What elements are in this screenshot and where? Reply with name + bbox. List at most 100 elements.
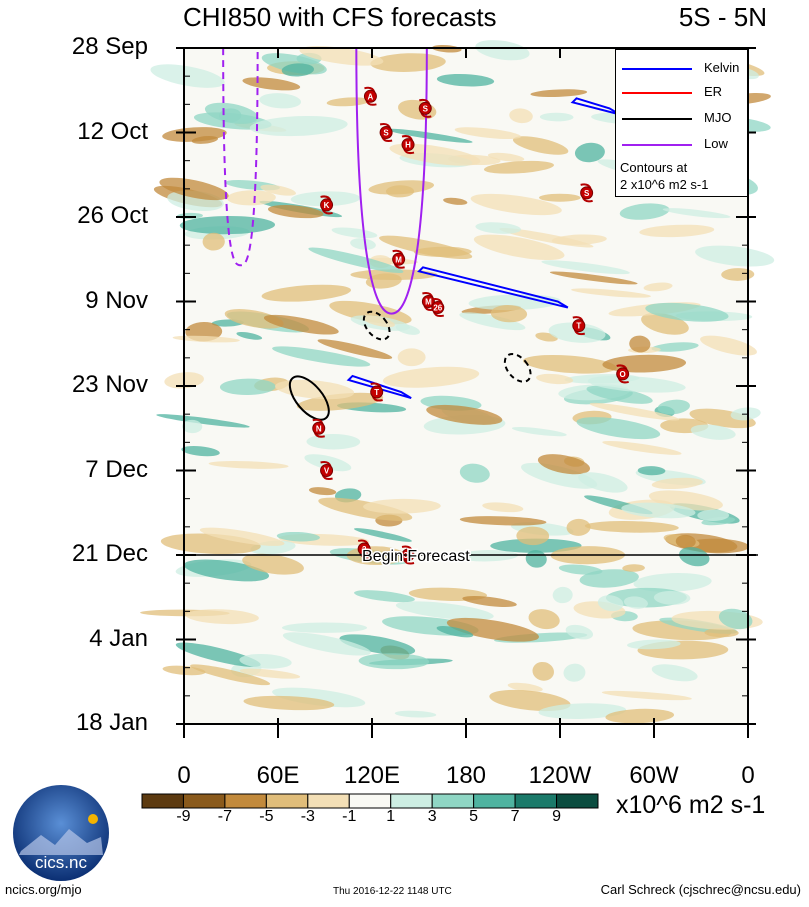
anomaly-blob bbox=[226, 190, 276, 206]
anomaly-blob bbox=[175, 642, 261, 667]
storm-label: S bbox=[423, 104, 429, 113]
anomaly-blob bbox=[565, 624, 594, 640]
y-tick-label: 18 Jan bbox=[75, 709, 148, 736]
legend-entry-kelvin: Kelvin bbox=[620, 60, 745, 76]
legend-note-2: 2 x10^6 m2 s-1 bbox=[620, 177, 709, 192]
anomaly-blob bbox=[700, 335, 757, 356]
storm-label: O bbox=[620, 370, 626, 379]
mjo-contour bbox=[288, 375, 330, 421]
anomaly-blob bbox=[516, 526, 550, 546]
anomaly-blob bbox=[643, 282, 673, 292]
colorbar-swatch bbox=[514, 793, 558, 809]
anomaly-blob bbox=[662, 208, 731, 219]
legend-entry-low: Low bbox=[620, 136, 745, 152]
anomaly-blob bbox=[358, 653, 430, 670]
anomaly-blob bbox=[317, 339, 393, 360]
colorbar-swatch bbox=[265, 793, 309, 809]
anomaly-blob bbox=[202, 232, 225, 251]
y-tick-label: 4 Jan bbox=[89, 624, 148, 652]
anomaly-blob bbox=[156, 414, 250, 428]
colorbar-level-label: 9 bbox=[552, 808, 561, 825]
anomaly-blob bbox=[162, 127, 227, 142]
anomaly-blob bbox=[459, 312, 526, 331]
storm-core bbox=[580, 186, 594, 200]
anomaly-blob bbox=[645, 302, 729, 322]
anomaly-blob bbox=[675, 534, 696, 549]
anomaly-blob bbox=[651, 342, 699, 352]
anomaly-blob bbox=[522, 354, 617, 374]
anomaly-blob bbox=[637, 466, 666, 476]
anomaly-blob bbox=[623, 596, 648, 609]
storm-label: T bbox=[576, 322, 581, 331]
legend-line-kelvin bbox=[622, 68, 692, 70]
storm-icon: S bbox=[580, 183, 594, 203]
colorbar-level-label: -9 bbox=[176, 808, 191, 825]
anomaly-blob bbox=[541, 260, 630, 275]
anomaly-blob bbox=[552, 586, 573, 604]
anomaly-blob bbox=[530, 89, 588, 98]
anomaly-blob bbox=[489, 689, 571, 712]
storm-core bbox=[320, 198, 334, 212]
colorbar-swatch bbox=[224, 793, 267, 809]
anomaly-blob bbox=[354, 528, 412, 542]
storm-icon: T bbox=[370, 382, 384, 402]
anomaly-blob bbox=[413, 246, 472, 257]
storm-icon: S bbox=[379, 123, 393, 142]
storm-label: T bbox=[374, 388, 379, 397]
colorbar bbox=[141, 793, 599, 809]
colorbar-units: x10^6 m2 s-1 bbox=[616, 791, 766, 819]
anomaly-blob bbox=[571, 288, 651, 298]
anomaly-blob bbox=[639, 224, 715, 238]
x-tick-label: 0 bbox=[741, 762, 755, 789]
chart-title: CHI850 with CFS forecasts bbox=[183, 2, 497, 32]
anomaly-blob bbox=[459, 516, 547, 526]
legend: Kelvin ER MJO Low Contours at 2 x10^6 m2… bbox=[615, 49, 748, 197]
anomaly-blob bbox=[179, 215, 276, 235]
storm-core bbox=[616, 367, 630, 381]
storm-icon: V bbox=[320, 461, 334, 480]
anomaly-blob bbox=[574, 142, 605, 163]
storm-core bbox=[401, 138, 415, 152]
storm-core bbox=[392, 252, 406, 266]
anomaly-blob bbox=[490, 538, 582, 553]
anomaly-blob bbox=[426, 404, 503, 425]
anomaly-blob bbox=[695, 245, 775, 267]
anomaly-blob bbox=[308, 247, 404, 273]
anomaly-blob bbox=[185, 609, 259, 625]
kelvin-contour bbox=[570, 97, 621, 116]
storm-core bbox=[572, 319, 586, 333]
storm-icon: A bbox=[363, 86, 377, 106]
x-tick-label: 180 bbox=[445, 762, 487, 789]
anomaly-blob bbox=[487, 152, 525, 162]
footer-url[interactable]: ncics.org/mjo bbox=[5, 882, 82, 897]
anomaly-blob bbox=[589, 402, 680, 421]
anomaly-blob bbox=[563, 663, 586, 682]
storm-core bbox=[312, 421, 326, 435]
anomaly-blob bbox=[239, 668, 301, 679]
anomaly-blob bbox=[679, 547, 710, 567]
storm-icon: H bbox=[401, 135, 415, 155]
anomaly-blob bbox=[475, 222, 522, 234]
anomaly-blob bbox=[204, 102, 259, 124]
logo-circle bbox=[13, 785, 109, 881]
anomaly-blob bbox=[605, 708, 675, 724]
colorbar-level-label: -5 bbox=[259, 808, 274, 825]
anomaly-blob bbox=[528, 609, 560, 630]
legend-entry-mjo: MJO bbox=[620, 110, 745, 126]
legend-label-low: Low bbox=[704, 136, 728, 151]
mjo-contour bbox=[362, 310, 391, 341]
x-tick-label: 60W bbox=[629, 762, 679, 789]
anomaly-blob bbox=[443, 197, 468, 205]
storm-core bbox=[363, 89, 377, 103]
anomaly-blob bbox=[657, 399, 690, 415]
storm-label: N bbox=[316, 424, 322, 433]
anomaly-blob bbox=[446, 617, 539, 642]
anomaly-blob bbox=[281, 622, 368, 633]
anomaly-blob bbox=[454, 127, 522, 140]
anomaly-blob bbox=[584, 521, 679, 533]
logo-text: cics.nc bbox=[35, 853, 87, 872]
anomaly-blob bbox=[190, 664, 271, 686]
anomaly-blob bbox=[394, 710, 437, 718]
x-tick-label: 120W bbox=[528, 762, 592, 789]
y-tick-label: 23 Nov bbox=[71, 371, 148, 398]
